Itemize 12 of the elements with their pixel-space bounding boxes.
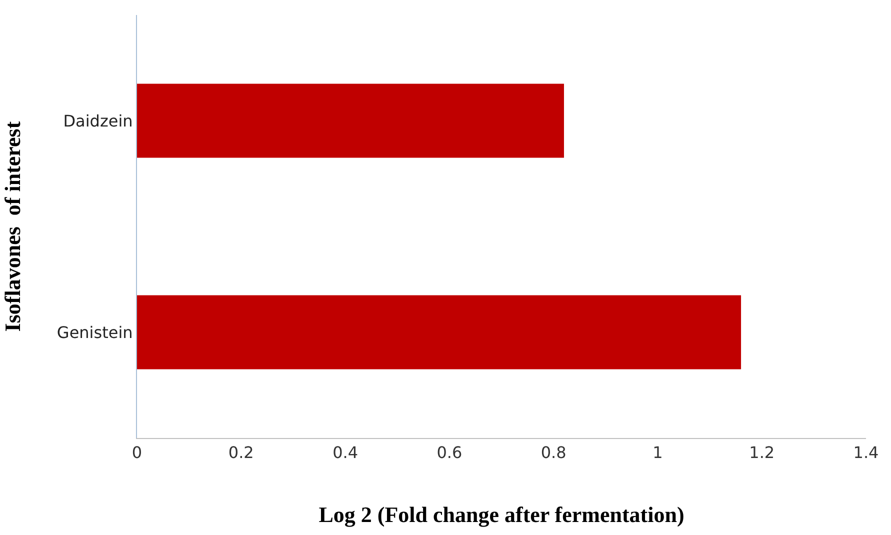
x-axis-title: Log 2 (Fold change after fermentation) <box>318 502 684 528</box>
y-axis-title: Isoflavones of interest <box>0 120 25 332</box>
x-tick-label: 0 <box>132 443 142 462</box>
x-tick-label: 1.4 <box>853 443 879 462</box>
x-tick-label: 0.8 <box>540 443 566 462</box>
x-tick-label: 0.4 <box>332 443 358 462</box>
y-tick-label: Daidzein <box>63 111 133 130</box>
x-tick-label: 0.2 <box>228 443 254 462</box>
x-tick-label: 1 <box>652 443 663 462</box>
y-tick-label: Genistein <box>56 322 133 342</box>
x-tick-label: 0.6 <box>436 443 462 462</box>
x-tick-label: 1.2 <box>749 443 775 462</box>
